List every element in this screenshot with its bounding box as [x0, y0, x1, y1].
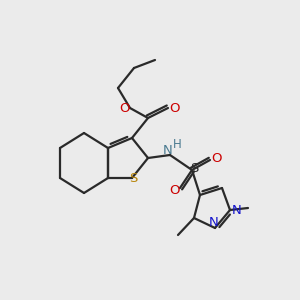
- Text: S: S: [190, 163, 198, 176]
- Text: S: S: [129, 172, 137, 185]
- Text: N: N: [163, 145, 173, 158]
- Text: N: N: [209, 217, 219, 230]
- Text: H: H: [172, 139, 182, 152]
- Text: O: O: [212, 152, 222, 164]
- Text: O: O: [119, 101, 129, 115]
- Text: O: O: [169, 184, 179, 197]
- Text: N: N: [232, 203, 242, 217]
- Text: O: O: [169, 101, 179, 115]
